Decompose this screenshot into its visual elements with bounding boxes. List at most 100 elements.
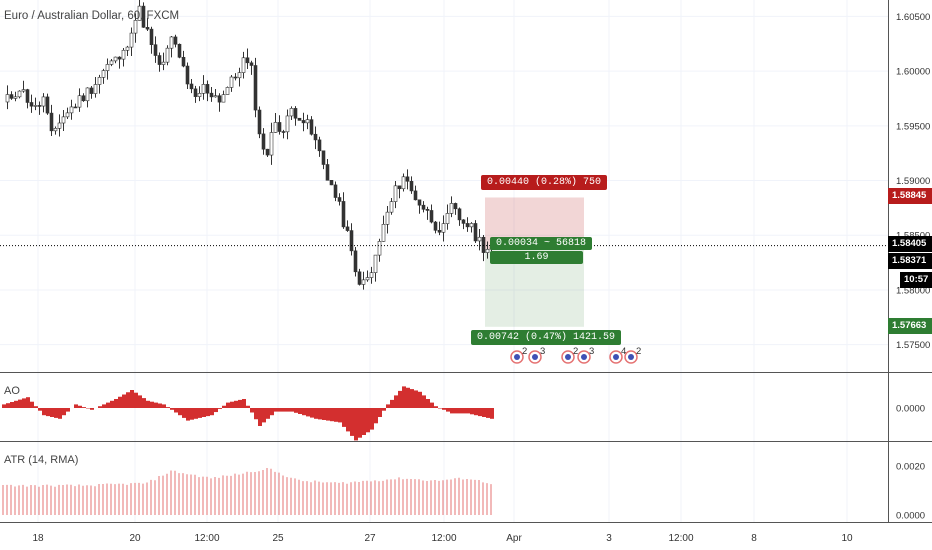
ao-bar (454, 408, 458, 414)
ao-bar (34, 406, 38, 408)
ao-bar (198, 408, 202, 418)
ao-bar (166, 407, 170, 408)
time-tick-label: 25 (272, 533, 284, 544)
ao-bar (130, 390, 134, 408)
position-info-line1[interactable]: 0.00034 ~ 56818 (490, 237, 593, 250)
candle-body (397, 185, 402, 190)
ao-bar (190, 408, 194, 420)
position-profit-label[interactable]: 0.00742 (0.47%) 1421.59 (471, 330, 622, 345)
time-tick-label: 18 (32, 533, 44, 544)
symbol-title: Euro / Australian Dollar, 60, FXCM (4, 10, 180, 22)
ao-bar (438, 408, 442, 409)
ao-bar (106, 402, 110, 408)
ao-bar (58, 408, 62, 419)
position-info-line2[interactable]: 1.69 (490, 251, 583, 264)
current-price-tag: 1.58405 (888, 236, 932, 252)
candle-body (357, 271, 362, 285)
candle-body (221, 94, 226, 103)
ao-bar (2, 404, 6, 408)
atr-axis-label: 0.0020 (896, 462, 925, 473)
ao-bar (6, 403, 10, 408)
candle-body (109, 60, 114, 65)
price-tick-label: 1.58000 (896, 285, 930, 296)
ao-bar (406, 387, 410, 408)
event-marker-count: 2 (522, 346, 527, 357)
ao-bar (258, 408, 262, 426)
ao-bar (246, 405, 250, 408)
ao-bar (450, 408, 454, 414)
candle-body (225, 87, 230, 95)
candle-body (61, 116, 66, 124)
event-marker-count: 2 (573, 346, 578, 357)
candle-body (237, 72, 242, 79)
candle-body (213, 95, 218, 98)
price-tick-label: 1.59500 (896, 121, 930, 132)
ao-bar (462, 408, 466, 414)
candle-body (121, 49, 126, 60)
time-tick-label: Apr (506, 533, 522, 544)
candle-body (337, 197, 342, 202)
ao-indicator-label[interactable]: AO (4, 385, 20, 397)
time-tick-label: 12:00 (668, 533, 693, 544)
event-marker-dot (514, 354, 520, 360)
candle-body (353, 250, 358, 273)
candle-body (141, 5, 146, 28)
candle-body (45, 96, 50, 114)
ao-bar (422, 395, 426, 408)
ao-bar (358, 408, 362, 438)
candle-body (249, 62, 254, 66)
ao-bar (206, 408, 210, 417)
candle-body (425, 209, 430, 211)
candle-body (233, 76, 238, 79)
candle-body (369, 272, 374, 278)
ao-bar (290, 408, 294, 412)
ao-bar (142, 398, 146, 408)
time-tick-label: 10 (841, 533, 853, 544)
ao-bar (14, 400, 18, 408)
time-tick-label: 12:00 (431, 533, 456, 544)
ao-bar (30, 401, 34, 408)
ao-bar (66, 408, 70, 412)
candle-body (129, 32, 134, 48)
candle-body (433, 221, 438, 231)
candle-body (469, 223, 474, 228)
candle-body (321, 150, 326, 165)
position-loss-label[interactable]: 0.00440 (0.28%) 750 (481, 175, 608, 190)
ao-bar (210, 408, 214, 416)
ao-bar (414, 390, 418, 408)
candle-body (241, 57, 246, 73)
ao-bar (302, 408, 306, 416)
candle-body (169, 36, 174, 49)
candle-body (97, 77, 102, 85)
candle-body (273, 122, 278, 133)
ao-bar (322, 408, 326, 420)
candle-body (173, 36, 178, 45)
candle-body (89, 87, 94, 94)
atr-indicator-label[interactable]: ATR (14, RMA) (4, 454, 79, 466)
ao-bar (434, 406, 438, 408)
ao-bar (314, 408, 318, 419)
ao-bar (238, 399, 242, 408)
ao-bar (194, 408, 198, 419)
ao-bar (474, 408, 478, 416)
ao-bar (298, 408, 302, 414)
candle-body (261, 133, 266, 150)
ao-bar (326, 408, 330, 421)
ao-bar (478, 408, 482, 417)
ao-bar (350, 408, 354, 436)
ao-bar (54, 408, 58, 418)
event-marker-dot (581, 354, 587, 360)
ao-bar (418, 391, 422, 408)
ao-bar (22, 398, 26, 408)
candle-body (305, 119, 310, 124)
ao-bar (346, 408, 350, 432)
ao-bar (458, 408, 462, 414)
candle-body (461, 219, 466, 224)
ao-bar (442, 408, 446, 410)
ao-bar (466, 408, 470, 414)
candle-body (217, 95, 222, 103)
ao-bar (146, 400, 150, 408)
ao-bar (218, 408, 222, 409)
ao-bar (370, 408, 374, 430)
